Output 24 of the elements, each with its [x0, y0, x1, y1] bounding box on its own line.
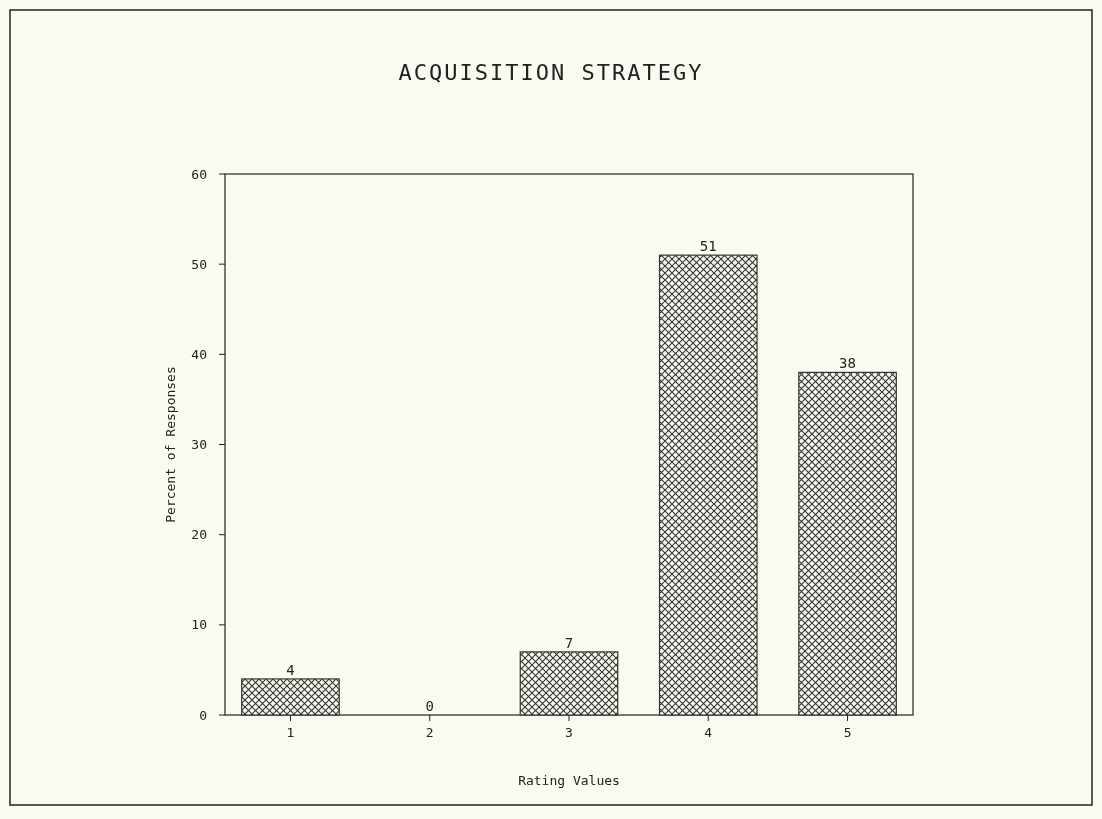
x-tick-label: 5 [843, 725, 852, 740]
y-tick-label: 20 [191, 527, 207, 543]
y-tick-label: 10 [191, 617, 207, 633]
data-label: 4 [286, 661, 295, 678]
y-tick-label: 50 [191, 256, 207, 272]
data-label: 7 [564, 634, 574, 651]
x-tick-label: 2 [425, 725, 434, 740]
y-tick-label: 60 [191, 166, 207, 182]
data-label: 38 [839, 355, 856, 372]
x-tick-label: 4 [704, 725, 713, 740]
bar [241, 678, 340, 716]
y-tick-label: 30 [191, 437, 207, 453]
x-tick-label: 1 [286, 725, 295, 740]
bar [519, 651, 619, 716]
y-axis-title: Percent of Responses [163, 366, 178, 523]
y-tick-label: 0 [199, 707, 207, 723]
data-label: 0 [425, 698, 434, 714]
x-tick-label: 3 [565, 725, 573, 740]
chart-title: ACQUISITION STRATEGY [398, 60, 704, 85]
bar [658, 254, 758, 716]
y-tick-label: 40 [191, 346, 207, 362]
data-label: 51 [699, 238, 717, 255]
x-axis-title: Rating Values [518, 773, 620, 788]
bar [798, 371, 897, 716]
